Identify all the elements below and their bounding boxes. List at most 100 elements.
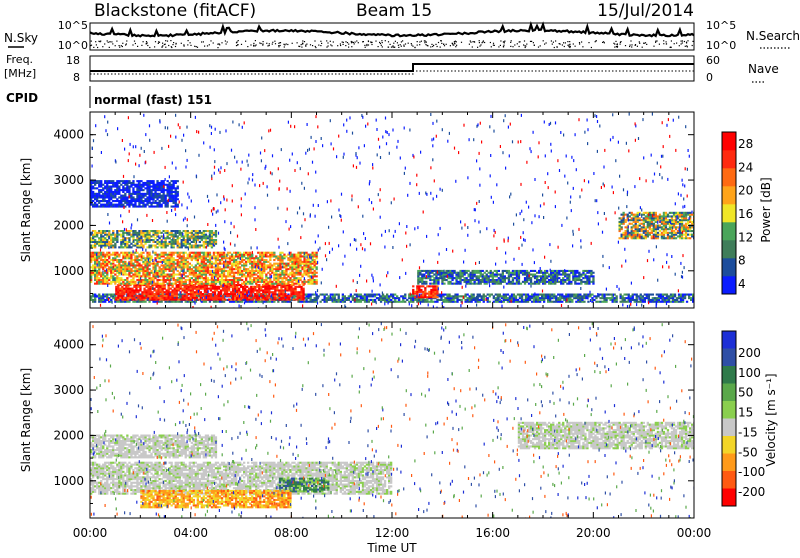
nsearch-point (250, 44, 251, 45)
nsearch-point (284, 46, 285, 47)
nsearch-point (266, 43, 267, 44)
nsearch-point (663, 43, 664, 44)
nsearch-point (162, 45, 163, 46)
nsearch-point (557, 47, 558, 48)
nsearch-point (563, 42, 564, 43)
freq-left-tick-top: 18 (66, 54, 80, 67)
nsearch-point (682, 42, 683, 43)
velocity-colorbar-tick: -50 (738, 445, 758, 459)
x-tick-label: 00:00 (677, 526, 712, 540)
nsearch-point (330, 44, 331, 45)
velocity-colorbar-segment (722, 366, 736, 384)
x-tick-label: 00:00 (73, 526, 108, 540)
nsearch-point (581, 41, 582, 42)
nsearch-point (98, 41, 99, 42)
nsearch-point (630, 45, 631, 46)
nsearch-point (681, 43, 682, 44)
nsearch-point (358, 42, 359, 43)
nsearch-point (190, 42, 191, 43)
nsearch-point (162, 43, 163, 44)
velocity-colorbar-segment (722, 419, 736, 437)
nsearch-point (236, 45, 237, 46)
nsearch-point (435, 44, 436, 45)
nsearch-point (259, 42, 260, 43)
nsearch-point (500, 40, 501, 41)
nsearch-point (639, 41, 640, 42)
nsearch-point (320, 45, 321, 46)
nsearch-point (91, 41, 92, 42)
nsearch-point (111, 41, 112, 42)
nsearch-point (455, 46, 456, 47)
noise-right-tick-bottom: 10^0 (706, 39, 736, 52)
nsearch-point (262, 45, 263, 46)
nsearch-point (132, 44, 133, 45)
nsearch-point (440, 40, 441, 41)
nsearch-point (197, 47, 198, 48)
nsearch-point (450, 45, 451, 46)
nsearch-point (635, 44, 636, 45)
nsearch-point (441, 43, 442, 44)
nsearch-point (165, 40, 166, 41)
nsearch-point (510, 46, 511, 47)
nsearch-point (382, 42, 383, 43)
nsearch-point (400, 44, 401, 45)
nsearch-point (364, 45, 365, 46)
nsearch-point (196, 46, 197, 47)
nsearch-point (345, 41, 346, 42)
nsearch-point (474, 41, 475, 42)
velocity-colorbar-tick: -100 (738, 465, 765, 479)
nsearch-point (149, 47, 150, 48)
date-title: 15/Jul/2014 (597, 1, 694, 21)
noise-left-tick-top: 10^5 (58, 19, 88, 32)
noise-left-tick-bottom: 10^0 (58, 39, 88, 52)
nsearch-point (512, 46, 513, 47)
nsearch-point (340, 45, 341, 46)
nsearch-point (275, 43, 276, 44)
station-title: Blackstone (fitACF) (94, 1, 256, 21)
nsearch-point (302, 43, 303, 44)
nsearch-point (551, 40, 552, 41)
nsearch-point (477, 47, 478, 48)
nsearch-point (343, 42, 344, 43)
nsearch-point (405, 43, 406, 44)
nsearch-point (121, 45, 122, 46)
nsearch-point (643, 43, 644, 44)
nsearch-point (392, 45, 393, 46)
nsearch-point (382, 46, 383, 47)
nsearch-point (112, 43, 113, 44)
nsearch-point (482, 41, 483, 42)
nsearch-point (614, 47, 615, 48)
nsearch-point (245, 41, 246, 42)
nsearch-point (564, 46, 565, 47)
velocity-colorbar-segment (722, 384, 736, 402)
nsearch-point (479, 46, 480, 47)
nsearch-point (575, 46, 576, 47)
nsearch-point (613, 43, 614, 44)
nsearch-point (670, 47, 671, 48)
nsearch-point (366, 44, 367, 45)
nsky-trace (90, 25, 694, 37)
nsearch-point (326, 40, 327, 41)
nsearch-point (398, 47, 399, 48)
nsearch-point (96, 44, 97, 45)
nsearch-point (137, 46, 138, 47)
nsearch-point (472, 41, 473, 42)
velocity-colorbar-segment (722, 454, 736, 472)
nsearch-point (378, 46, 379, 47)
nsearch-point (681, 41, 682, 42)
nsearch-point (456, 45, 457, 46)
nsearch-point (93, 47, 94, 48)
nsearch-point (440, 47, 441, 48)
nsearch-point (301, 47, 302, 48)
nsearch-point (655, 42, 656, 43)
nsearch-point (555, 40, 556, 41)
nsearch-point (278, 45, 279, 46)
nsearch-point (261, 43, 262, 44)
nsearch-point (109, 47, 110, 48)
y-tick-label: 4000 (53, 338, 84, 352)
nsearch-point (595, 41, 596, 42)
nsearch-point (347, 42, 348, 43)
nsearch-point (302, 40, 303, 41)
nsearch-point (318, 45, 319, 46)
power-colorbar-tick: 16 (738, 207, 753, 221)
